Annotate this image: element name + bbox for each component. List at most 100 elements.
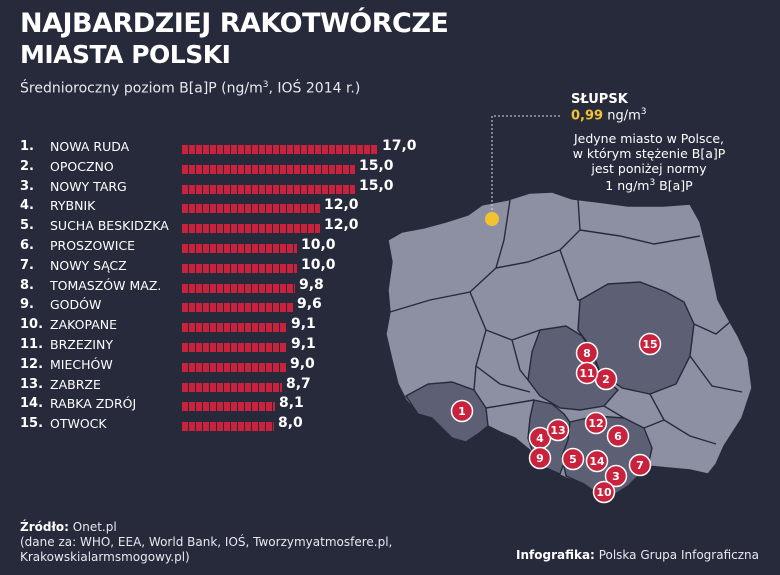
value-label: 8,1 <box>279 395 304 412</box>
category-label: NOWY TARG <box>50 178 127 194</box>
credit-value: Polska Grupa Infograficzna <box>598 548 759 562</box>
map-pin: 11 <box>575 361 599 385</box>
value-label: 9,1 <box>291 336 316 352</box>
bar <box>182 402 275 412</box>
rank-label: 9. <box>20 297 34 313</box>
subtitle-sup: 3 <box>262 80 269 90</box>
note-line-4-prefix: 1 ng/m <box>605 178 650 194</box>
rank-label: 15. <box>20 416 44 432</box>
category-label: TOMASZÓW MAZ. <box>50 277 162 293</box>
value-label: 12,0 <box>324 217 359 234</box>
region-dolnoslaskie <box>404 381 489 443</box>
map-pin: 10 <box>592 480 616 504</box>
note-line-4-suffix: B[a]P <box>655 178 693 194</box>
bar <box>182 164 355 174</box>
bar-row: 6. PROSZOWICE 10,0 <box>0 237 440 258</box>
value-label: 9,1 <box>291 316 316 333</box>
subtitle-suffix: , IOŚ 2014 r.) <box>268 80 361 97</box>
map-pin-label: 9 <box>536 452 544 465</box>
slupsk-note: Jedyne miasto w Polsce, w którym stężeni… <box>569 131 729 193</box>
map-pin: 12 <box>584 411 608 435</box>
map-pin: 3 <box>604 464 628 488</box>
title-line-1: NAJBARDZIEJ RAKOTWÓRCZE <box>20 8 449 39</box>
category-label: RABKA ZDRÓJ <box>50 396 137 412</box>
bar <box>182 224 320 234</box>
credit-label: Infografika: <box>516 548 595 562</box>
category-label: NOWY SĄCZ <box>50 257 127 273</box>
value-label: 10,0 <box>301 237 336 253</box>
value-label: 15,0 <box>359 157 394 174</box>
slupsk-value-number: 0,99 <box>571 108 604 124</box>
rank-label: 7. <box>20 257 34 273</box>
bar <box>182 184 355 194</box>
slupsk-unit: ng/m <box>607 108 641 124</box>
map-pin-label: 13 <box>550 424 565 437</box>
value-label: 9,0 <box>290 355 315 372</box>
value-label: 10,0 <box>301 256 336 273</box>
rank-label: 10. <box>20 317 44 333</box>
bar <box>182 145 378 154</box>
bar <box>182 362 286 372</box>
category-label: OPOCZNO <box>50 158 114 174</box>
bar <box>182 303 293 313</box>
slupsk-unit-sup: 3 <box>640 107 647 117</box>
bar <box>182 382 282 392</box>
rank-label: 11. <box>20 337 44 352</box>
bar-row: 12. MIECHÓW 9,0 <box>0 355 440 377</box>
map-pin-label: 12 <box>588 417 603 430</box>
rank-label: 2. <box>20 158 34 174</box>
note-line-4-sup: 3 <box>649 178 656 188</box>
map-pin-label: 14 <box>589 455 605 468</box>
slupsk-leader-line <box>491 115 562 214</box>
bar <box>182 244 297 253</box>
category-label: ZAKOPANE <box>50 317 118 333</box>
subtitle: Średnioroczny poziom B[a]P (ng/m3, IOŚ 2… <box>20 80 360 97</box>
bar-row: 7. NOWY SĄCZ 10,0 <box>0 256 440 278</box>
region-borders <box>389 198 743 445</box>
bar <box>182 343 287 352</box>
note-line-2: w którym stężenie B[a]P <box>572 146 726 161</box>
map-pin: 5 <box>561 447 585 471</box>
rank-label: 1. <box>20 139 34 154</box>
source-line-3: Krakowskialarmsmogowy.pl) <box>20 550 190 564</box>
bar-row: 4. RYBNIK 12,0 <box>0 197 440 218</box>
map-pin: 8 <box>575 341 599 365</box>
bar <box>182 283 295 293</box>
rank-label: 8. <box>20 277 34 293</box>
category-label: MIECHÓW <box>50 356 113 372</box>
note-line-1: Jedyne miasto w Polsce, <box>573 131 725 146</box>
map-pin-label: 2 <box>602 373 610 386</box>
value-label: 9,6 <box>297 296 322 313</box>
slupsk-value: 0,99 ng/m3 <box>571 107 647 123</box>
value-label: 15,0 <box>359 177 394 194</box>
bar-row: 11. BRZEZINY 9,1 <box>0 336 440 357</box>
bar-row: 8. TOMASZÓW MAZ. 9,8 <box>0 277 440 298</box>
map-pin: 14 <box>585 449 609 473</box>
map-pin-label: 15 <box>642 338 657 351</box>
slupsk-marker <box>485 212 499 226</box>
bar-row: 3. NOWY TARG 15,0 <box>0 177 440 199</box>
bar <box>182 204 320 214</box>
map-pin: 1 <box>450 399 474 423</box>
bar-row: 9. GODÓW 9,6 <box>0 296 440 317</box>
map-pin: 9 <box>528 446 552 470</box>
bar-row: 5. SUCHA BESKIDZKA 12,0 <box>0 217 440 238</box>
note-line-3: jest poniżej normy <box>591 161 707 176</box>
subtitle-prefix: Średnioroczny poziom B[a]P (ng/m <box>20 80 263 97</box>
map-pin-label: 10 <box>596 486 612 499</box>
map-land <box>385 191 753 497</box>
map-pin-label: 3 <box>612 470 620 483</box>
category-label: ZABRZE <box>50 376 101 392</box>
note-line-4: 1 ng/m3 B[a]P <box>569 176 729 193</box>
map-pin-label: 4 <box>536 432 544 445</box>
map-pin-label: 6 <box>614 430 622 443</box>
map-pin: 6 <box>606 424 630 448</box>
rank-label: 13. <box>20 376 44 392</box>
bar <box>182 263 297 273</box>
source-line-2: (dane za: WHO, EEA, World Bank, IOŚ, Two… <box>20 535 393 549</box>
source: Źródło: Onet.pl (dane za: WHO, EEA, Worl… <box>20 520 392 565</box>
category-label: PROSZOWICE <box>50 238 136 253</box>
rank-label: 12. <box>20 356 44 372</box>
